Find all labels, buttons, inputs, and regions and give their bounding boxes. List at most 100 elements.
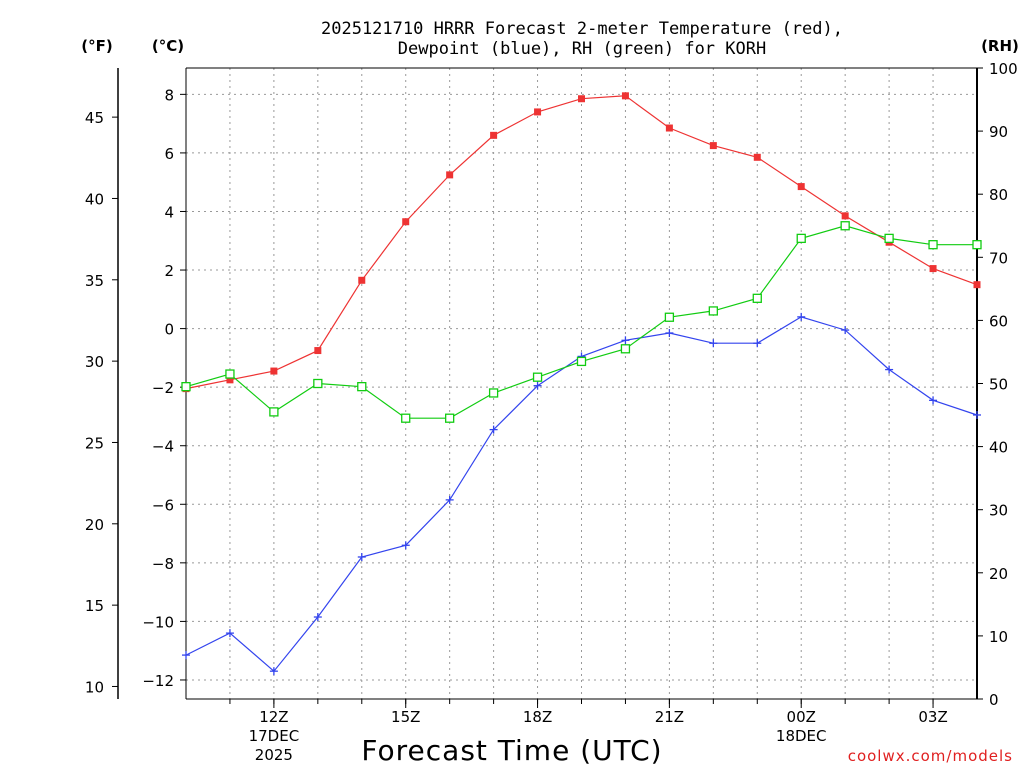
dewpoint-point (841, 326, 850, 335)
dewpoint-point (357, 552, 366, 561)
rh-point (488, 388, 499, 398)
rh-tick-label: 20 (989, 565, 1008, 583)
celsius-tick-label: −10 (142, 613, 174, 631)
2-meter-temperature-point (753, 153, 761, 161)
2-meter-temperature-point (929, 265, 937, 273)
grid-lines (186, 68, 977, 699)
rh-point (225, 369, 235, 379)
x-tick-date: 17DEC (249, 727, 300, 745)
2-meter-temperature-point (797, 183, 805, 191)
rh-point (357, 382, 367, 392)
celsius-tick-label: 4 (164, 203, 174, 221)
x-tick-label: 12Z (259, 708, 288, 726)
fahrenheit-unit-label: (°F) (81, 37, 112, 55)
celsius-tick-label: 8 (164, 86, 174, 104)
dewpoint-point (182, 651, 190, 660)
fahrenheit-tick-label: 25 (85, 434, 104, 452)
rh-tick-label: 100 (989, 60, 1018, 78)
fahrenheit-tick-label: 10 (85, 678, 104, 696)
dewpoint-point (489, 425, 498, 434)
rh-tick-label: 10 (989, 628, 1008, 646)
2-meter-temperature-point (841, 212, 849, 220)
rh-tick-label: 70 (989, 249, 1008, 267)
celsius-tick-label: 2 (164, 262, 174, 280)
rh-point (664, 312, 675, 322)
2-meter-temperature-point (358, 276, 366, 284)
dewpoint-point (929, 396, 938, 405)
dewpoint-point (665, 328, 674, 337)
chart-title-line1: 2025121710 HRRR Forecast 2-meter Tempera… (321, 19, 843, 39)
rh-tick-label: 30 (989, 502, 1008, 520)
2-meter-temperature-point (973, 281, 981, 289)
dewpoint-point (621, 336, 630, 345)
dewpoint-series (182, 312, 981, 676)
2-meter-temperature-series (182, 92, 981, 393)
x-axis-title: Forecast Time (UTC) (361, 734, 662, 767)
rh-point (796, 233, 806, 244)
x-tick-year: 2025 (255, 746, 293, 764)
rh-point (972, 240, 982, 250)
fahrenheit-tick-label: 15 (85, 597, 104, 615)
rh-tick-label: 60 (989, 312, 1008, 330)
x-tick-label: 18Z (523, 708, 552, 726)
2-meter-temperature-point (402, 218, 410, 226)
rh-point (840, 221, 850, 231)
rh-point (708, 306, 718, 316)
fahrenheit-tick-label: 35 (85, 272, 104, 290)
tick-labels: 1015202530354045−12−10−8−6−4−20246801020… (85, 60, 1018, 764)
dewpoint-point (885, 365, 894, 374)
rh-point (269, 407, 279, 417)
rh-point (181, 382, 191, 392)
celsius-tick-label: −8 (152, 555, 174, 573)
2-meter-temperature-point (665, 124, 673, 132)
rh-point (313, 378, 323, 389)
2-meter-temperature-point (621, 92, 629, 100)
dewpoint-point (797, 312, 806, 321)
rh-point (445, 413, 455, 423)
rh-point (576, 356, 587, 367)
2-meter-temperature-point (709, 142, 717, 150)
celsius-tick-label: −6 (152, 496, 174, 514)
dewpoint-point (753, 339, 762, 348)
watermark: coolwx.com/models (848, 747, 1013, 765)
2-meter-temperature-point (226, 376, 234, 384)
x-tick-label: 15Z (391, 708, 420, 726)
rh-unit-label: (RH) (981, 37, 1019, 55)
x-tick-date: 18DEC (776, 727, 827, 745)
dewpoint-point (269, 667, 278, 676)
rh-point (532, 372, 543, 382)
2-meter-temperature-point (314, 347, 322, 355)
rh-point (884, 233, 894, 244)
2-meter-temperature-point (578, 95, 585, 103)
2-meter-temperature-point (490, 131, 498, 139)
fahrenheit-tick-label: 40 (85, 190, 104, 208)
dewpoint-point (445, 495, 454, 504)
rh-tick-label: 0 (989, 691, 999, 709)
dewpoint-point (973, 410, 981, 419)
axes (112, 67, 983, 708)
rh-tick-label: 40 (989, 439, 1008, 457)
celsius-tick-label: −12 (142, 672, 174, 690)
rh-point (620, 344, 631, 354)
data-series (181, 92, 982, 676)
celsius-tick-label: 0 (164, 321, 174, 339)
rh-tick-label: 80 (989, 186, 1008, 204)
2-meter-temperature-point (534, 108, 542, 116)
dewpoint-point (313, 613, 322, 622)
rh-point (752, 293, 762, 303)
fahrenheit-tick-label: 20 (85, 516, 104, 534)
fahrenheit-tick-label: 30 (85, 353, 104, 371)
celsius-tick-label: −4 (152, 438, 174, 456)
2-meter-temperature-point (446, 171, 454, 179)
rh-series (181, 221, 982, 423)
dewpoint-point (533, 381, 542, 390)
rh-tick-label: 50 (989, 376, 1008, 394)
rh-point (401, 413, 411, 423)
chart-title-line2: Dewpoint (blue), RH (green) for KORH (398, 39, 766, 59)
x-tick-label: 03Z (918, 708, 947, 726)
dewpoint-point (709, 339, 718, 348)
celsius-tick-label: 6 (164, 145, 174, 163)
dewpoint-point (225, 629, 234, 638)
fahrenheit-tick-label: 45 (85, 109, 104, 127)
